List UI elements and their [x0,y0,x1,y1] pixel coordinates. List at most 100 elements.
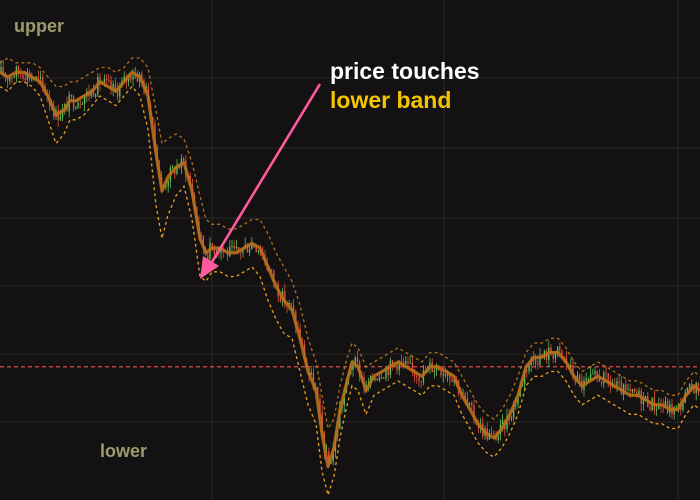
candle-body-646 [644,395,647,398]
candle-body-643 [642,397,645,405]
candle-body-443 [442,374,444,376]
candle-body-236 [235,246,238,249]
candle-body-474 [473,405,475,420]
candle-body-221 [220,249,222,254]
candle-body-503 [501,420,504,425]
candle-body-285 [284,290,286,305]
candle-body-467 [466,398,469,404]
candle-body-357 [356,357,359,363]
candle-body-639 [638,390,640,395]
annotation-text: price touches lower band [330,57,480,115]
candle-body-109 [108,80,110,82]
candle-body-382 [380,377,383,379]
candle-body-434 [433,370,436,373]
candle-body-527 [526,370,528,372]
candle-body-419 [418,377,420,382]
candle-body-564 [563,356,565,358]
candle-body-595 [594,371,596,374]
candle-body-272 [270,269,273,271]
candle-body-470 [468,403,471,405]
candle-body-23 [22,74,24,79]
candle-body-404 [402,361,405,364]
candle-body-118 [116,89,119,97]
candle-body-294 [292,305,295,312]
annotation-line-1: price touches [330,58,480,84]
candle-body-239 [237,246,240,251]
candle-body-417 [416,376,418,378]
candle-body-10 [9,77,11,81]
candle-body-3 [2,66,4,76]
candle-body-580 [578,375,581,380]
candle-body-441 [440,370,442,376]
candle-body-657 [655,408,658,410]
candle-body-630 [629,389,631,392]
candle-body-291 [290,302,293,306]
candle-body-665 [664,401,667,407]
candle-body-71 [70,94,73,97]
candle-body-511 [510,417,513,420]
candle-body-107 [105,79,108,81]
candle-body-331 [330,461,332,464]
candle-body-659 [658,404,660,409]
candle-body-96 [94,94,97,97]
candle-body-632 [631,389,634,392]
candle-body-571 [570,364,572,369]
candle-body-452 [451,378,453,383]
candle-body-320 [319,398,321,412]
candle-body-104 [103,79,106,84]
candle-body-393 [391,360,394,364]
candle-body-650 [649,407,651,410]
candle-body-322 [321,411,323,433]
candle-body-43 [42,77,44,86]
candle-body-355 [354,357,356,367]
candle-body-375 [374,378,376,381]
candle-body-410 [409,362,411,364]
candle-body-177 [176,166,178,174]
candle-body-124 [123,76,125,81]
candle-body-450 [449,374,451,379]
candle-body-617 [616,381,618,386]
candle-body-408 [407,361,409,364]
candle-body-690 [688,383,691,389]
candle-body-399 [398,361,400,370]
candle-body-683 [682,402,684,410]
candle-body-111 [110,80,112,90]
candle-body-676 [675,406,678,408]
candle-body-12 [11,77,13,79]
annotation-arrow-head [200,256,219,279]
candle-body-465 [464,393,466,399]
candle-body-540 [539,354,541,365]
candle-body-492 [490,432,493,434]
candle-body-602 [600,381,603,384]
candle-body-38 [37,76,40,78]
candle-body-115 [114,84,117,90]
candle-body-133 [132,76,134,80]
candle-body-588 [587,378,590,380]
candle-body-529 [528,364,530,371]
candle-body-41 [39,77,42,79]
candle-body-78 [77,103,79,109]
candle-body-113 [112,84,114,90]
candle-body-553 [552,354,554,359]
candle-body-250 [248,249,251,253]
candle-body-388 [387,368,389,375]
candle-body-25 [24,78,26,80]
candle-body-628 [627,389,629,391]
candle-body-166 [165,186,167,188]
candle-body-555 [554,352,557,359]
candle-body-384 [383,377,385,379]
candle-body-516 [515,404,517,406]
candle-body-201 [200,235,202,237]
candle-body-412 [411,362,414,370]
candle-body-558 [556,346,559,353]
candle-body-401 [400,361,403,363]
candle-body-214 [213,248,216,254]
candle-body-445 [444,374,447,377]
candle-body-203 [202,235,205,249]
candle-body-1 [0,66,2,73]
candle-body-256 [255,247,257,252]
candle-body-120 [119,85,121,97]
candle-body-637 [636,392,638,395]
